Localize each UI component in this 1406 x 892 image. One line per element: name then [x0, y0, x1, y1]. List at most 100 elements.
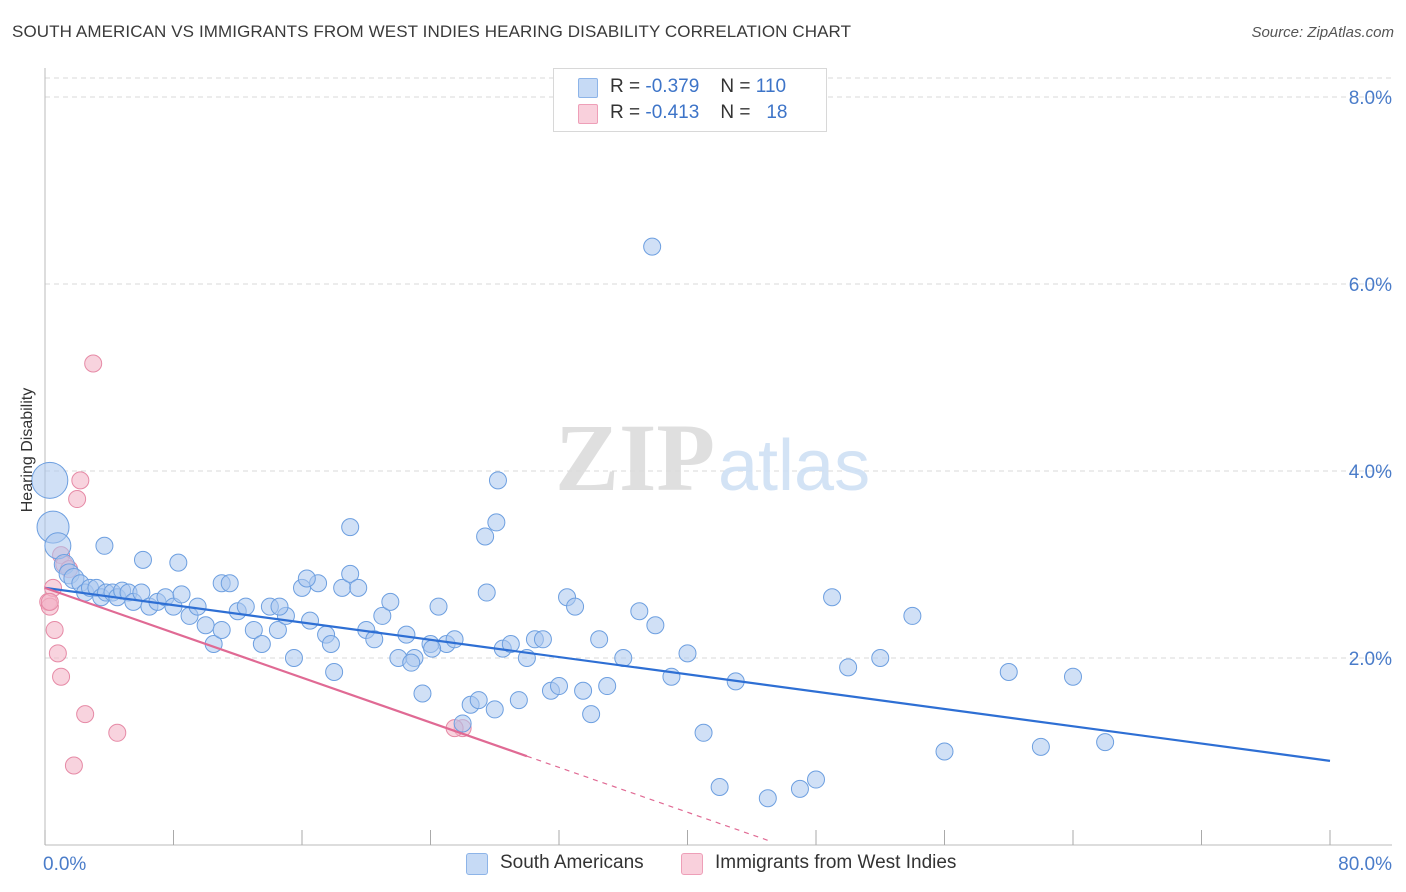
data-point-south-americans	[488, 471, 507, 490]
data-point-south-americans	[694, 723, 713, 742]
data-point-south-americans	[373, 606, 392, 625]
data-point-south-americans	[758, 789, 777, 808]
data-point-south-americans	[1064, 667, 1082, 686]
data-point-south-americans	[270, 597, 289, 616]
data-point-west-indies	[68, 490, 87, 509]
bottom-legend-label-pink: Immigrants from West Indies	[715, 852, 957, 873]
watermark-zip: ZIP	[555, 404, 715, 511]
grid-lines	[45, 77, 1392, 659]
data-point-south-americans	[284, 649, 303, 667]
data-point-south-americans	[453, 714, 472, 733]
source-label: Source: ZipAtlas.com	[1251, 24, 1394, 41]
series-blue-points	[31, 237, 1115, 808]
data-point-south-americans	[476, 527, 495, 546]
trend-line-west-indies-extension	[526, 755, 769, 841]
data-point-south-americans	[341, 564, 360, 583]
data-point-south-americans	[1096, 733, 1115, 752]
data-point-south-americans	[429, 597, 448, 616]
data-point-south-americans	[566, 597, 585, 616]
data-point-south-americans	[477, 583, 496, 602]
data-point-south-americans	[297, 569, 316, 588]
data-point-south-americans	[268, 620, 287, 639]
axes	[44, 68, 1392, 846]
data-point-south-americans	[487, 513, 506, 532]
data-point-south-americans	[935, 742, 954, 761]
legend-n-label: N =	[720, 102, 751, 123]
data-point-south-americans	[574, 681, 593, 700]
y-axis-label: Hearing Disability	[19, 387, 36, 513]
trend-line-south-americans	[44, 586, 1331, 762]
data-point-south-americans	[252, 634, 271, 653]
y-axis-label-wrap: Hearing Disability	[13, 300, 43, 600]
x-tick-label-min: 0.0%	[43, 854, 86, 875]
legend-r-value: -0.413	[645, 102, 700, 123]
data-point-south-americans	[550, 677, 568, 696]
data-point-south-americans	[321, 634, 340, 653]
data-point-west-indies	[108, 723, 127, 742]
chart-title: SOUTH AMERICAN VS IMMIGRANTS FROM WEST I…	[12, 22, 852, 41]
data-point-south-americans	[169, 553, 188, 572]
data-point-south-americans	[678, 644, 697, 663]
legend-n-value: 18	[766, 102, 788, 123]
data-point-south-americans	[643, 237, 662, 256]
legend-text-blue: R = -0.379 N = 110	[610, 76, 786, 98]
data-point-west-indies	[48, 644, 67, 663]
data-point-west-indies	[40, 592, 59, 611]
data-point-south-americans	[485, 700, 504, 719]
data-point-south-americans	[325, 663, 344, 682]
data-point-south-americans	[630, 602, 649, 621]
data-point-south-americans	[999, 663, 1018, 682]
data-point-south-americans	[212, 620, 231, 639]
correlation-legend: R = -0.379 N = 110 R = -0.413 N = 18	[553, 68, 827, 132]
data-point-south-americans	[469, 691, 488, 710]
data-point-south-americans	[590, 630, 609, 649]
data-point-south-americans	[244, 620, 263, 639]
data-point-west-indies	[71, 471, 90, 490]
legend-n-label: N =	[720, 76, 751, 97]
data-point-south-americans	[365, 630, 384, 649]
data-point-south-americans	[582, 705, 601, 724]
bottom-legend-swatch-blue	[466, 853, 488, 875]
watermark-atlas: atlas	[718, 426, 870, 506]
legend-r-value: -0.379	[645, 76, 700, 97]
data-point-south-americans	[402, 653, 421, 672]
watermark: ZIP atlas	[555, 404, 870, 511]
tick-labels: 2.0% 4.0% 6.0% 8.0% 0.0% 80.0%	[43, 88, 1392, 875]
data-point-south-americans	[220, 574, 239, 593]
data-point-south-americans	[133, 550, 152, 569]
data-point-south-americans	[445, 630, 464, 649]
y-tick-label: 6.0%	[1349, 275, 1392, 296]
data-point-west-indies	[52, 667, 71, 686]
data-point-south-americans	[598, 677, 617, 696]
trend-lines	[44, 586, 1331, 841]
data-point-south-americans	[903, 606, 922, 625]
bottom-legend-label-blue: South Americans	[500, 852, 644, 873]
legend-swatch-pink	[578, 104, 598, 124]
data-point-west-indies	[64, 756, 83, 775]
data-point-south-americans	[533, 630, 552, 649]
data-point-south-americans	[381, 592, 400, 611]
data-point-south-americans	[95, 536, 114, 555]
legend-n-value: 110	[755, 76, 787, 97]
data-point-south-americans	[423, 639, 442, 658]
series-pink-points	[39, 354, 472, 775]
data-point-south-americans	[807, 770, 825, 789]
legend-r-label: R =	[610, 102, 641, 123]
data-point-south-americans	[172, 585, 191, 604]
data-point-south-americans	[341, 518, 360, 537]
data-point-west-indies	[76, 705, 95, 724]
trend-line-west-indies	[44, 586, 528, 758]
data-point-south-americans	[236, 597, 255, 616]
y-tick-label: 8.0%	[1349, 88, 1392, 109]
data-point-south-americans	[1031, 737, 1050, 756]
data-point-south-americans	[301, 611, 320, 630]
data-point-south-americans	[31, 461, 69, 499]
legend-text-pink: R = -0.413 N = 18	[610, 102, 787, 124]
data-point-south-americans	[509, 691, 528, 710]
legend-swatch-blue	[578, 78, 598, 98]
data-point-south-americans	[196, 616, 215, 635]
data-point-south-americans	[646, 616, 665, 635]
data-point-south-americans	[839, 658, 858, 677]
data-point-west-indies	[84, 354, 103, 373]
